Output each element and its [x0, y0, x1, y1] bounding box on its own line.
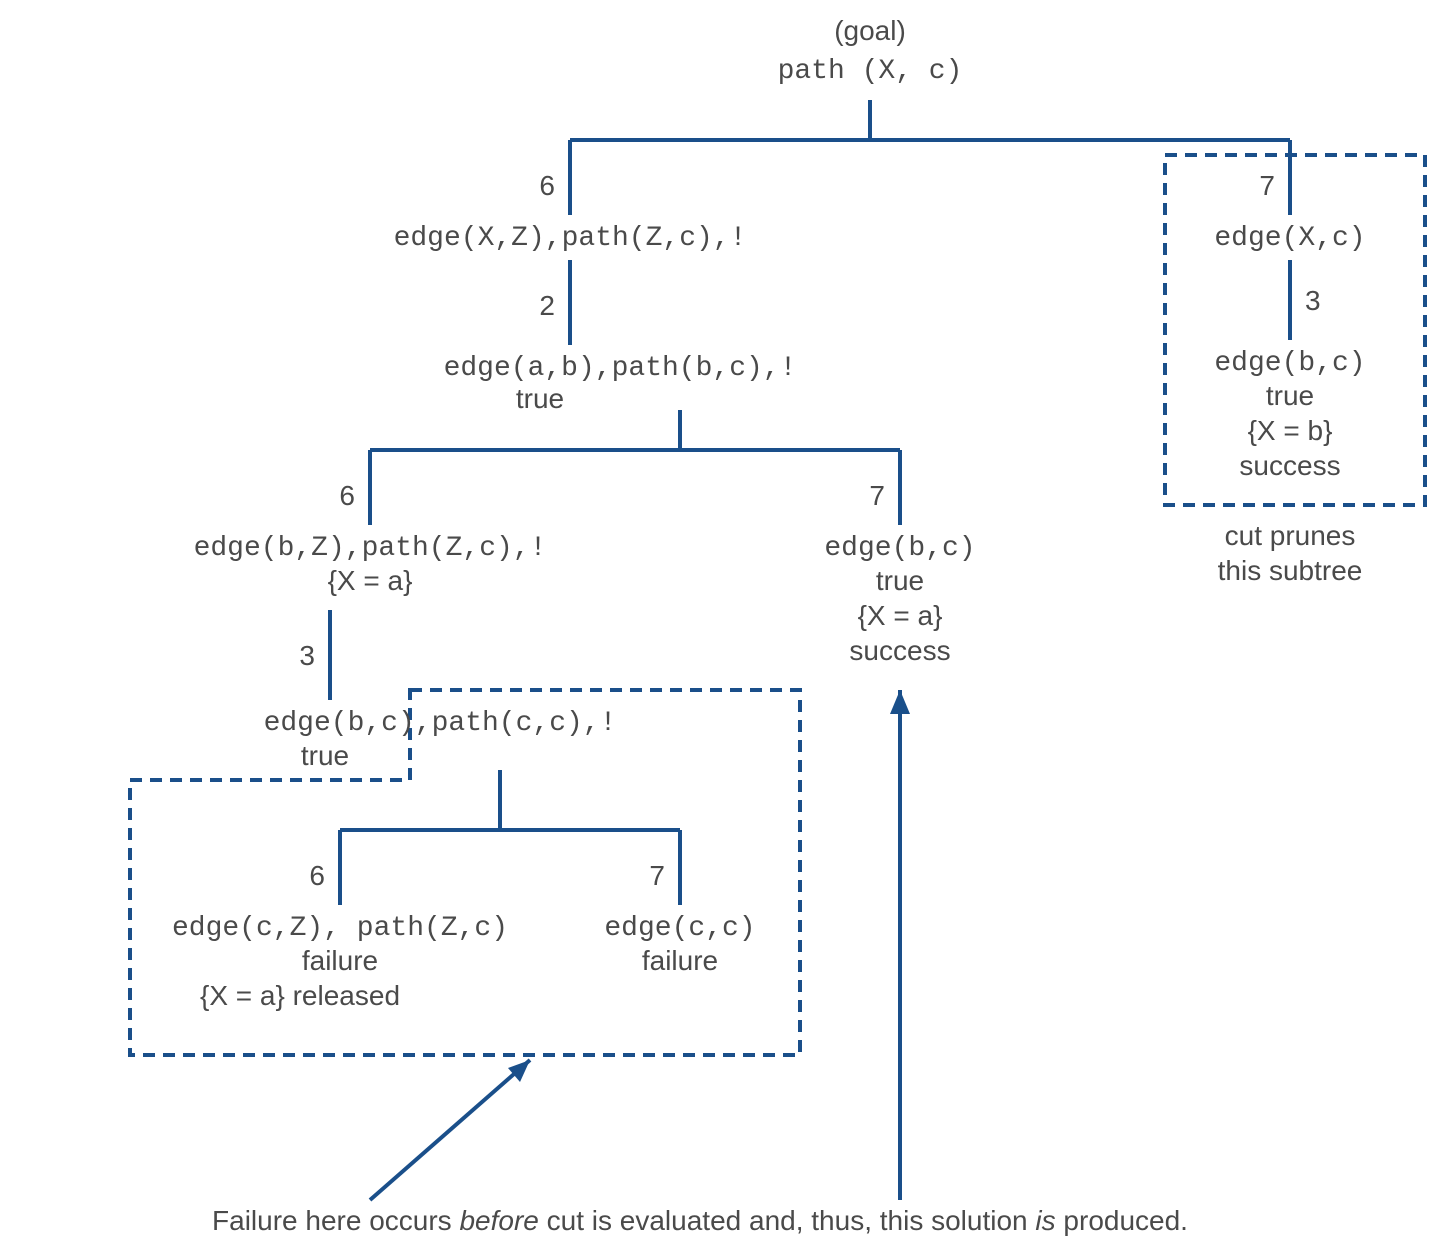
node-7a: edge(X,c) — [1214, 223, 1365, 254]
node-3-true: true — [301, 740, 349, 771]
cut-label-2: this subtree — [1218, 555, 1363, 586]
root-node: path (X, c) — [778, 56, 963, 87]
node-6b-bind: {X = a} — [328, 565, 413, 596]
cut-label-1: cut prunes — [1225, 520, 1356, 551]
node-6c: edge(c,Z), path(Z,c) — [172, 913, 508, 944]
goal-label: (goal) — [834, 15, 906, 46]
caption: Failure here occurs before cut is evalua… — [212, 1205, 1188, 1236]
caption-mid: cut is evaluated and, thus, this solutio… — [539, 1205, 1036, 1236]
arrow-success-head — [890, 690, 910, 714]
arrow-failure — [370, 1060, 530, 1200]
caption-pre: Failure here occurs — [212, 1205, 459, 1236]
num-6c: 6 — [309, 860, 325, 891]
node-7b-bind: {X = a} — [858, 600, 943, 631]
num-7a: 7 — [1259, 170, 1275, 201]
node-3: edge(b,c),path(c,c),! — [264, 708, 617, 739]
node-7b-succ: success — [849, 635, 950, 666]
node-7a-succ: success — [1239, 450, 1340, 481]
node-6b: edge(b,Z),path(Z,c),! — [194, 533, 547, 564]
num-2: 2 — [539, 290, 555, 321]
node-2-true: true — [516, 383, 564, 414]
caption-post: produced. — [1056, 1205, 1188, 1236]
node-2: edge(a,b),path(b,c),! — [444, 353, 797, 384]
node-7a-true: true — [1266, 380, 1314, 411]
node-6c-fail: failure — [302, 945, 378, 976]
node-6c-rel: {X = a} released — [200, 980, 400, 1011]
node-7b: edge(b,c) — [824, 533, 975, 564]
node-7a-sub: edge(b,c) — [1214, 348, 1365, 379]
node-7c-fail: failure — [642, 945, 718, 976]
num-6b: 6 — [339, 480, 355, 511]
node-7c: edge(c,c) — [604, 913, 755, 944]
caption-it1: before — [459, 1205, 538, 1236]
num-7a-3: 3 — [1305, 285, 1321, 316]
prolog-search-tree: (goal) path (X, c) 6 edge(X,Z),path(Z,c)… — [0, 0, 1448, 1259]
num-6a: 6 — [539, 170, 555, 201]
node-7a-bind: {X = b} — [1248, 415, 1333, 446]
num-7b: 7 — [869, 480, 885, 511]
node-7b-true: true — [876, 565, 924, 596]
caption-it2: is — [1035, 1205, 1055, 1236]
node-6a: edge(X,Z),path(Z,c),! — [394, 223, 747, 254]
num-7c: 7 — [649, 860, 665, 891]
num-3: 3 — [299, 640, 315, 671]
